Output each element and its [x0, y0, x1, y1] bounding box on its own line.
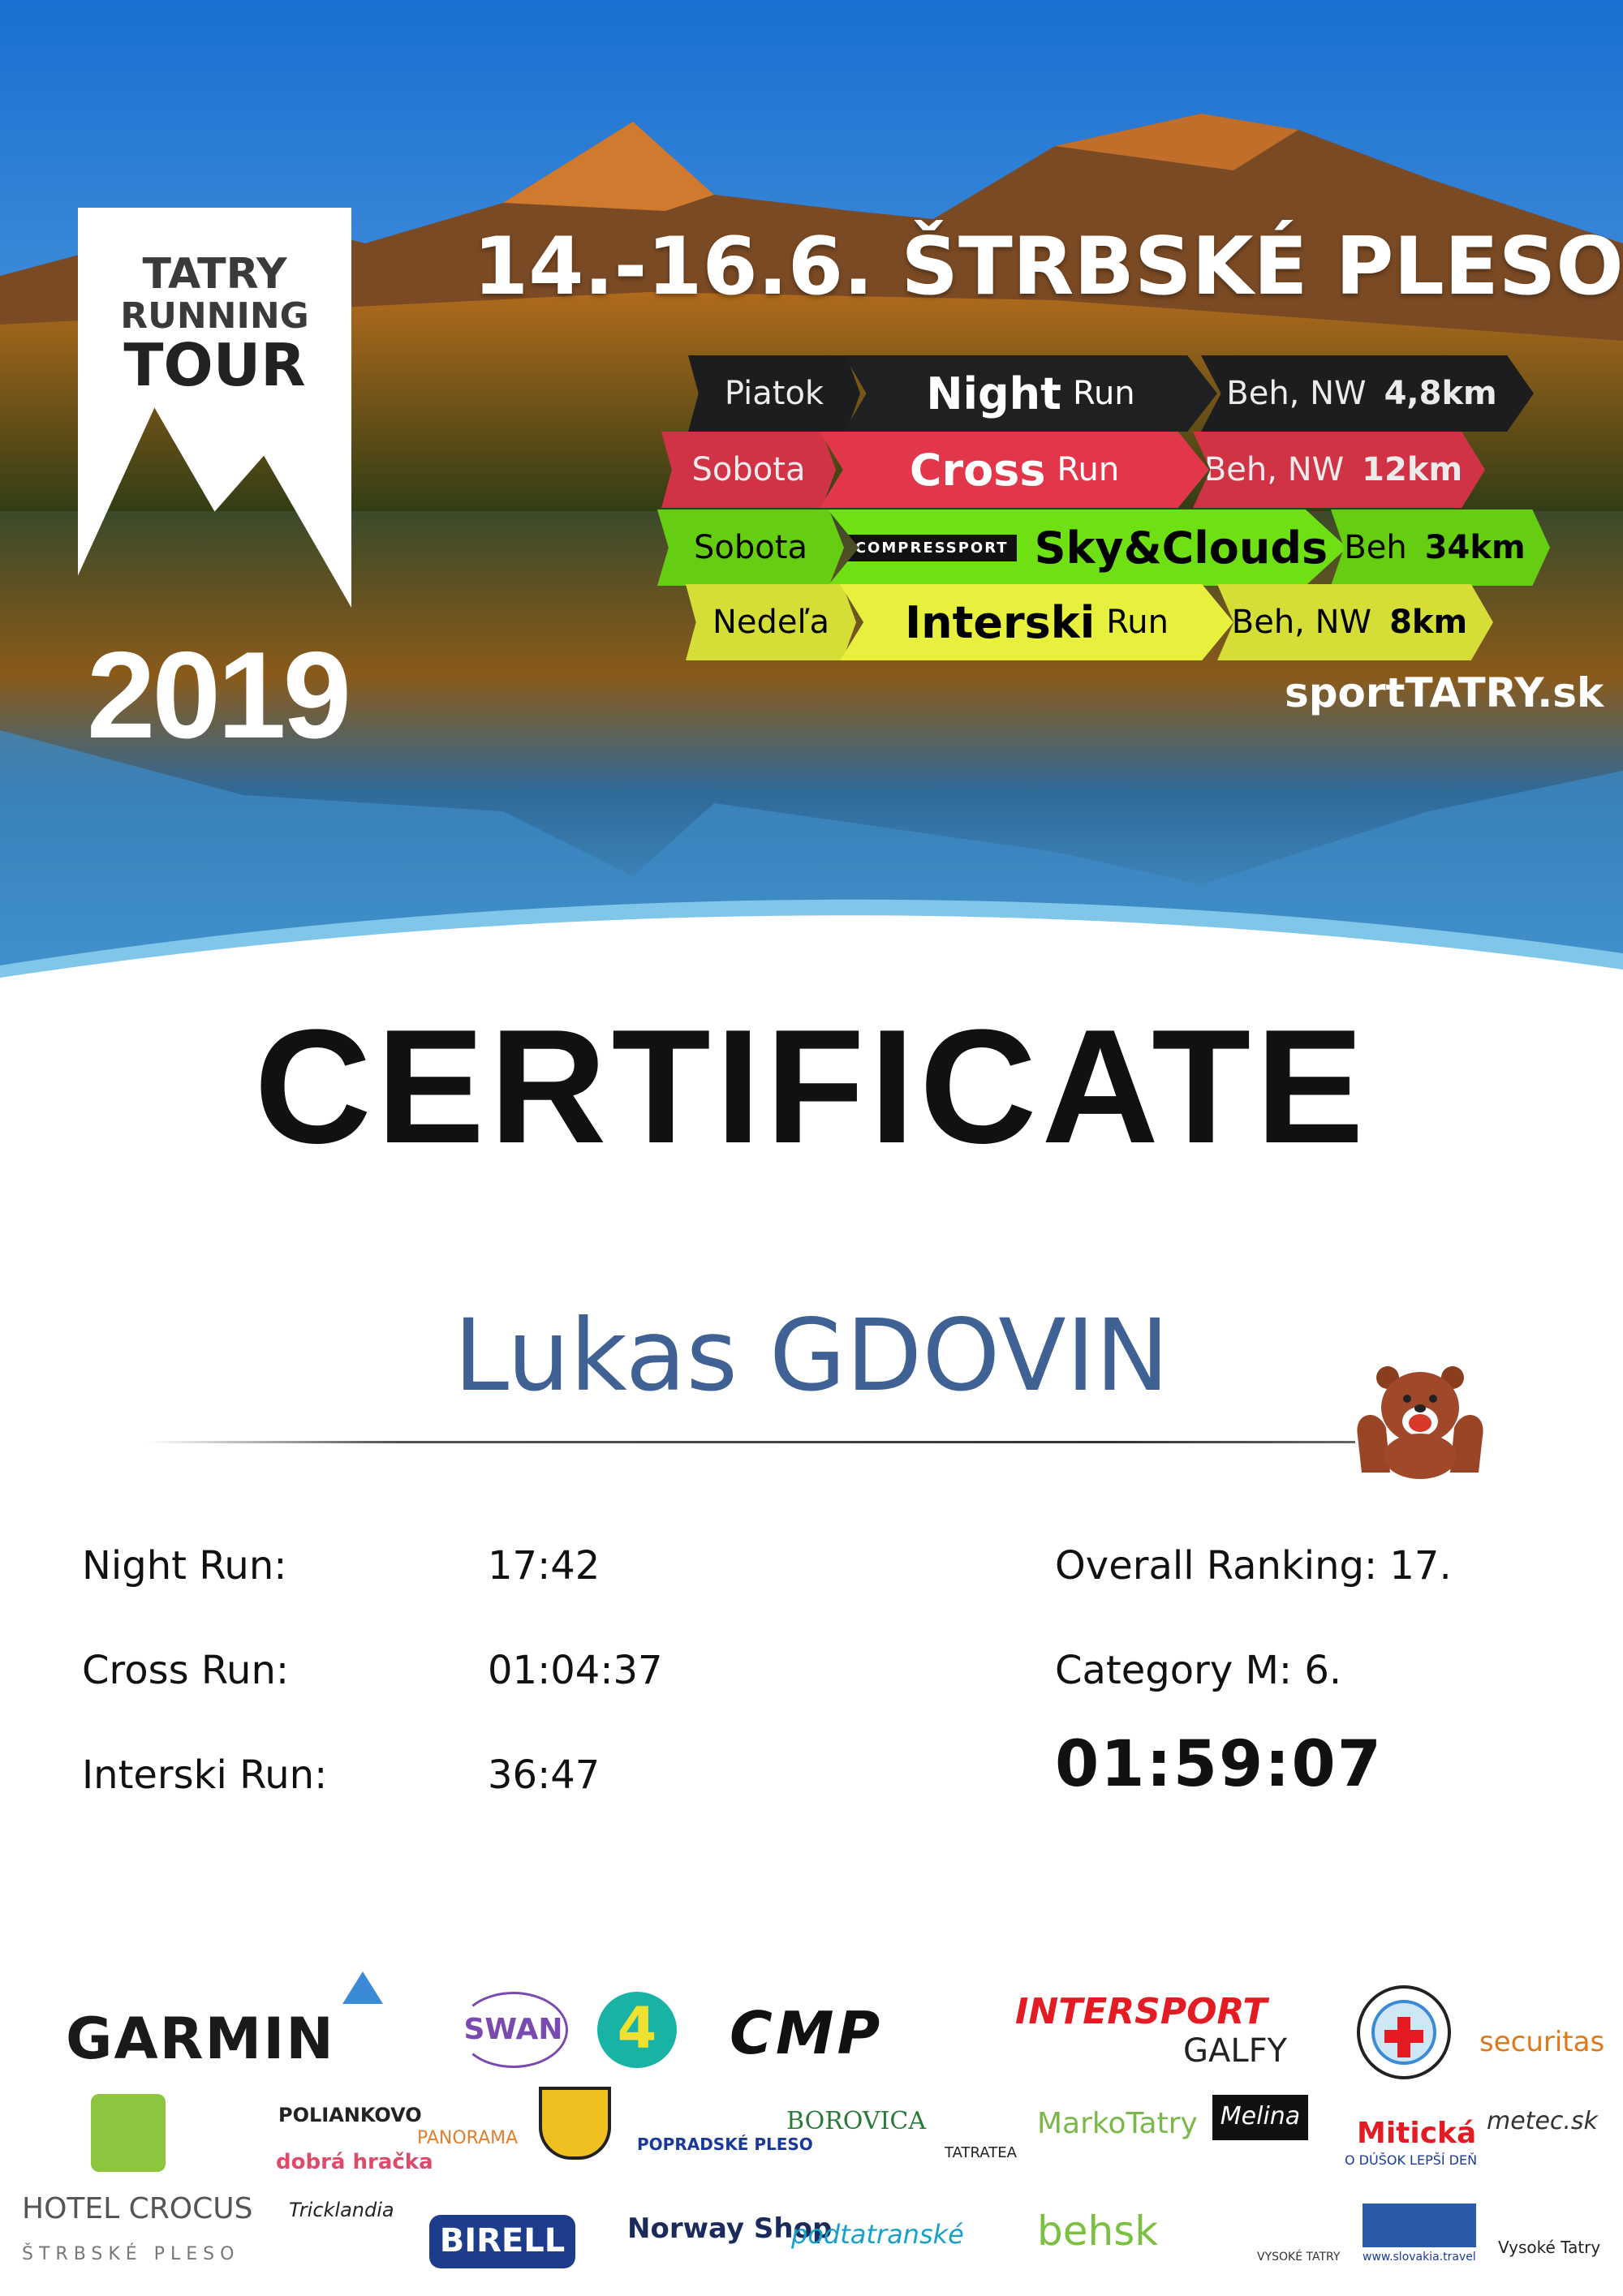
race-name-rest: Run — [1106, 604, 1169, 641]
race-sponsor: COMPRESSPORT — [835, 534, 1017, 561]
tanap-rescue-logo-icon — [1357, 1985, 1451, 2079]
result-time-night-run: 17:42 — [488, 1543, 601, 1589]
category-ranking: Category M: 6. — [1055, 1648, 1342, 1693]
bear-mascot-icon — [1357, 1366, 1483, 1479]
race-distance-segment: Beh, NW 4,8km — [1201, 355, 1534, 432]
sponsor-melina: Melina — [1212, 2095, 1308, 2140]
result-time-cross-run: 01:04:37 — [488, 1648, 663, 1693]
sponsor-hotel-crocus-location: ŠTRBSKÉ PLESO — [22, 2244, 240, 2264]
sponsor-miticka-slogan: O DÚŠOK LEPŠÍ DEŇ — [1345, 2152, 1478, 2168]
race-type: Beh, NW — [1231, 604, 1372, 641]
sponsor-panorama: PANORAMA — [417, 2128, 519, 2148]
result-label-night-run: Night Run: — [82, 1543, 287, 1589]
race-day-segment: Sobota — [661, 432, 836, 508]
event-year: 2019 — [86, 626, 351, 764]
total-time: 01:59:07 — [1055, 1728, 1384, 1801]
sponsor-swan: SWAN — [458, 1992, 568, 2068]
sponsor-tricklandia: Tricklandia — [289, 2199, 394, 2221]
sponsor-hotel-crocus: HOTEL CROCUS — [22, 2192, 253, 2225]
race-type: Beh, NW — [1203, 451, 1345, 488]
race-distance: 4,8km — [1384, 375, 1497, 412]
sponsor-tatratea: TATRATEA — [945, 2144, 1017, 2161]
sponsor-popradske-pleso: POPRADSKÉ PLESO — [637, 2135, 813, 2154]
race-day-segment: Sobota — [657, 510, 844, 586]
race-day: Sobota — [694, 529, 807, 566]
race-name-bold: Night — [926, 368, 1061, 419]
overall-ranking: Overall Ranking: 17. — [1055, 1543, 1452, 1589]
garmin-triangle-icon — [342, 1971, 383, 2004]
sponsor-poliankovo: POLIANKOVO — [278, 2104, 422, 2126]
sponsor-vysoke-tatry-region: Vysoké Tatry — [1498, 2238, 1601, 2257]
sponsor-slovakia-travel: www.slovakia.travel — [1363, 2251, 1476, 2264]
race-name-bold: Interski — [905, 596, 1096, 648]
event-title: 14.-16.6. ŠTRBSKÉ PLESO — [473, 221, 1623, 313]
sponsor-cmp: CMP — [730, 1999, 884, 2067]
mountain-logo-icon — [78, 438, 351, 608]
race-day: Sobota — [691, 451, 806, 488]
race-name-segment: Cross Run — [820, 432, 1209, 508]
horsky-hotel-crest-icon — [539, 2087, 611, 2160]
website-label: sportTATRY.sk — [1285, 669, 1604, 716]
sponsor-vysoke-tatry: VYSOKÉ TATRY — [1257, 2251, 1341, 2264]
race-type: Beh — [1344, 529, 1407, 566]
race-name-rest: Run — [1057, 451, 1120, 488]
name-underline — [146, 1441, 1355, 1443]
sponsor-securitas: securitas — [1479, 2026, 1605, 2058]
race-distance-segment: Beh 34km — [1331, 510, 1550, 586]
race-name-segment: Night Run — [844, 355, 1217, 432]
hotel-crocus-flower-logo-icon — [91, 2094, 166, 2172]
slovakia-travel-banner-icon — [1363, 2204, 1476, 2247]
sponsor-borovica: BOROVICA — [786, 2107, 926, 2135]
race-name-segment: COMPRESSPORT Sky&Clouds — [828, 510, 1347, 586]
sponsor-intersport: INTERSPORT — [1015, 1991, 1268, 2032]
race-day: Piatok — [724, 375, 824, 412]
result-time-interski-run: 36:47 — [488, 1752, 601, 1798]
result-label-cross-run: Cross Run: — [82, 1648, 290, 1693]
race-distance: 12km — [1362, 451, 1463, 488]
sponsor-podtatranske: podtatranské — [791, 2219, 964, 2250]
race-name-rest: Run — [1072, 375, 1135, 412]
race-type: Beh, NW — [1226, 375, 1367, 412]
result-label-interski-run: Interski Run: — [82, 1752, 328, 1798]
race-name-bold: Sky&Clouds — [1034, 522, 1328, 574]
logo-line-3: TOUR — [123, 331, 306, 399]
participant-name: Lukas GDOVIN — [454, 1298, 1169, 1413]
sponsor-metec: metec.sk — [1487, 2107, 1598, 2135]
sponsor-galfy: GALFY — [1183, 2032, 1288, 2070]
race-distance: 34km — [1424, 529, 1526, 566]
logo-line-1: TATRY — [142, 250, 287, 299]
sponsor-dobra-hracka: dobrá hračka — [276, 2150, 433, 2174]
sponsor-behsk: behsk — [1037, 2208, 1159, 2255]
certificate-heading: CERTIFICATE — [254, 996, 1369, 1177]
race-name-segment: Interski Run — [840, 584, 1233, 660]
logo-line-2: RUNNING — [120, 295, 309, 337]
race-name-bold: Cross — [909, 444, 1046, 496]
sponsor-birell: BIRELL — [429, 2215, 575, 2268]
sponsor-norway-shop: Norway Shop — [627, 2212, 833, 2245]
race-day-segment: Piatok — [688, 355, 860, 432]
race-day: Nedeľa — [712, 604, 830, 641]
sponsor-marko-tatry: MarkoTatry — [1037, 2107, 1198, 2140]
race-distance-segment: Beh, NW 8km — [1217, 584, 1493, 660]
race-day-segment: Nedeľa — [686, 584, 856, 660]
race-distance-segment: Beh, NW 12km — [1193, 432, 1485, 508]
sponsor-miticka: Mitická — [1357, 2117, 1477, 2150]
race-distance: 8km — [1389, 604, 1468, 641]
sponsor-garmin: GARMIN — [66, 2006, 335, 2072]
sponsor-4ka: 4 — [597, 1992, 677, 2068]
